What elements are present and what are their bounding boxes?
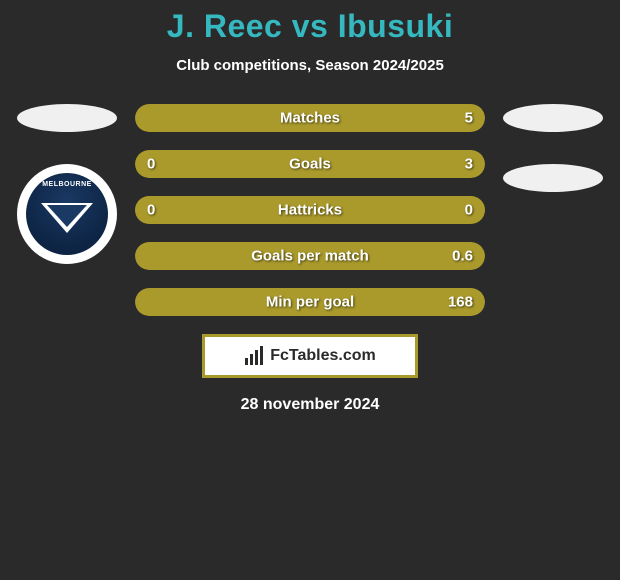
stat-right-value: 5 (465, 110, 473, 127)
content-row: MELBOURNE Matches 5 0 Goals 3 0 Hattrick… (0, 104, 620, 316)
right-player-oval (503, 104, 603, 132)
date-text: 28 november 2024 (241, 396, 380, 414)
subtitle: Club competitions, Season 2024/2025 (176, 57, 444, 74)
bars-chart-icon (244, 346, 264, 366)
right-player-oval-2 (503, 164, 603, 192)
stat-right-value: 0.6 (452, 248, 473, 265)
footer-brand-text: FcTables.com (270, 347, 376, 365)
page-title: J. Reec vs Ibusuki (167, 8, 453, 45)
right-player-column (503, 104, 603, 192)
stat-row-gpm: Goals per match 0.6 (135, 242, 485, 270)
stats-bars: Matches 5 0 Goals 3 0 Hattricks 0 Goals … (135, 104, 485, 316)
stat-right-value: 3 (465, 156, 473, 173)
crest-label: MELBOURNE (26, 181, 108, 188)
crest-chevron-icon (41, 203, 93, 233)
stat-row-hattricks: 0 Hattricks 0 (135, 196, 485, 224)
stat-row-mpg: Min per goal 168 (135, 288, 485, 316)
stat-label: Goals per match (251, 248, 369, 265)
stat-row-goals: 0 Goals 3 (135, 150, 485, 178)
stat-right-value: 168 (448, 294, 473, 311)
footer-brand-badge[interactable]: FcTables.com (202, 334, 418, 378)
stat-left-value: 0 (147, 156, 155, 173)
stat-label: Min per goal (266, 294, 354, 311)
left-player-oval (17, 104, 117, 132)
stat-label: Matches (280, 110, 340, 127)
left-player-crest: MELBOURNE (17, 164, 117, 264)
stat-label: Goals (289, 156, 331, 173)
comparison-card: J. Reec vs Ibusuki Club competitions, Se… (0, 0, 620, 414)
stat-right-value: 0 (465, 202, 473, 219)
left-player-column: MELBOURNE (17, 104, 117, 264)
stat-label: Hattricks (278, 202, 342, 219)
stat-left-value: 0 (147, 202, 155, 219)
stat-row-matches: Matches 5 (135, 104, 485, 132)
